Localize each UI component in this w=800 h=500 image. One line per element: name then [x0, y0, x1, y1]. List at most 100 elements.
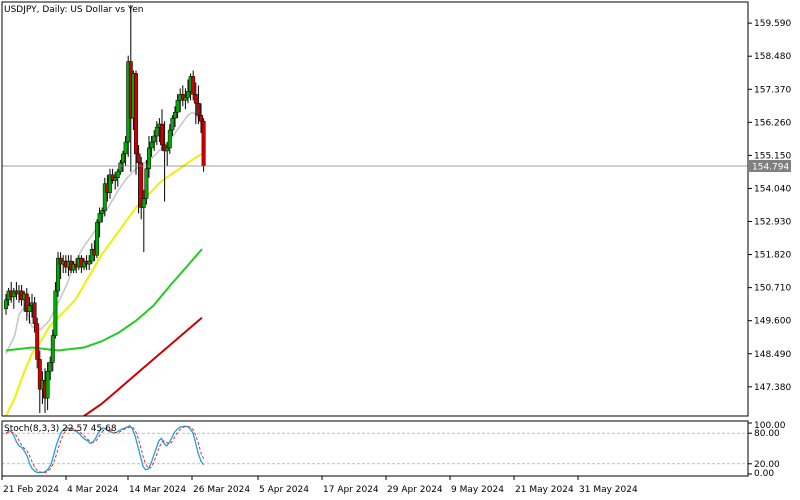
candle	[24, 287, 29, 321]
candle	[97, 207, 102, 238]
candle-body	[102, 183, 107, 211]
ma-line-gray	[5, 111, 203, 354]
candle	[95, 219, 99, 259]
stochastic-tick-label: 80.00	[754, 429, 780, 439]
price-tick-label: 154.040	[754, 184, 791, 194]
candle-body	[201, 120, 206, 167]
price-tick-label: 151.820	[754, 251, 791, 261]
candle-body	[170, 117, 175, 131]
price-tick-label: 159.590	[754, 19, 791, 29]
candle	[173, 106, 177, 128]
candle-body	[173, 111, 177, 119]
candle-body	[136, 153, 141, 164]
date-tick-label: 29 Apr 2024	[387, 485, 443, 495]
current-price-tag	[749, 159, 791, 172]
price-tick-label: 150.710	[754, 284, 791, 294]
candle-body	[50, 335, 55, 363]
candle	[45, 362, 50, 411]
date-tick-label: 14 Mar 2024	[129, 485, 186, 495]
candle	[199, 103, 203, 134]
date-tick-label: 4 Mar 2024	[67, 485, 119, 495]
date-tick-label: 21 May 2024	[515, 485, 574, 495]
candle	[32, 296, 37, 333]
candle	[149, 136, 154, 157]
candle	[48, 356, 53, 381]
candle-body	[183, 97, 188, 101]
candle-body	[97, 213, 102, 223]
candle	[35, 317, 40, 369]
date-tick-label: 26 Mar 2024	[193, 485, 250, 495]
candle-body	[160, 123, 164, 146]
candle-body	[123, 141, 128, 155]
candle	[139, 156, 144, 220]
candle	[134, 70, 138, 175]
candle-body	[199, 114, 203, 122]
candle	[167, 124, 172, 154]
candle-body	[108, 174, 112, 193]
candle-body	[144, 168, 149, 199]
candle	[102, 177, 107, 217]
candle-body	[147, 147, 151, 170]
price-tick-label: 158.480	[754, 52, 791, 62]
candle	[37, 350, 42, 414]
ma-line-red	[83, 316, 203, 416]
price-tick-label: 149.600	[754, 317, 791, 327]
candle	[4, 293, 8, 315]
price-tick-label: 147.380	[754, 383, 791, 393]
candle-body	[165, 147, 170, 152]
stochastic-tick-label: 100.00	[754, 421, 786, 431]
candle	[183, 88, 188, 110]
candle-body	[139, 162, 144, 208]
candle-body	[115, 171, 120, 178]
candle-body	[37, 359, 42, 390]
price-tick-label: 157.370	[754, 85, 791, 95]
stochastic-label: Stoch(8,3,3) 22.57 45.68	[4, 424, 117, 434]
stochastic-main-line	[5, 424, 205, 474]
candle-body	[175, 100, 180, 113]
candle-body	[53, 290, 58, 336]
candle-body	[154, 126, 159, 137]
candle-body	[87, 260, 92, 265]
candle-body	[32, 302, 37, 324]
candle-body	[35, 323, 40, 360]
candle-body	[48, 362, 53, 372]
candle	[144, 159, 149, 205]
candle-body	[118, 162, 123, 173]
candle	[121, 150, 125, 172]
candle-body	[134, 73, 138, 155]
candle	[115, 168, 120, 187]
price-tick-label: 148.490	[754, 350, 791, 360]
candle-body	[167, 129, 172, 149]
stochastic-tick-label: 20.00	[754, 460, 780, 470]
candle-body	[193, 94, 198, 104]
candle	[27, 296, 32, 324]
candle	[186, 79, 190, 104]
candle-body	[191, 76, 196, 95]
candle	[123, 136, 128, 166]
stochastic-panel	[2, 424, 748, 474]
candle-body	[95, 222, 99, 256]
candle	[141, 189, 146, 253]
stochastic-signal-line	[5, 426, 205, 473]
date-tick-label: 5 Apr 2024	[259, 485, 309, 495]
date-tick-label: 9 May 2024	[451, 485, 504, 495]
candle-body	[45, 371, 50, 399]
candle	[50, 329, 55, 372]
candle	[160, 109, 164, 151]
candle	[201, 118, 206, 172]
candle	[191, 70, 196, 101]
candle	[175, 94, 180, 119]
candle-body	[149, 141, 154, 149]
candle	[196, 85, 201, 125]
chart-symbol-title: USDJPY, Daily: US Dollar vs Yen	[4, 5, 143, 15]
candle-body	[196, 103, 201, 116]
candle-body	[141, 198, 146, 208]
candle	[118, 159, 123, 175]
price-tick-label: 155.150	[754, 151, 791, 161]
candle	[147, 136, 151, 178]
candle-body	[4, 299, 8, 310]
date-tick-label: 17 Apr 2024	[323, 485, 379, 495]
